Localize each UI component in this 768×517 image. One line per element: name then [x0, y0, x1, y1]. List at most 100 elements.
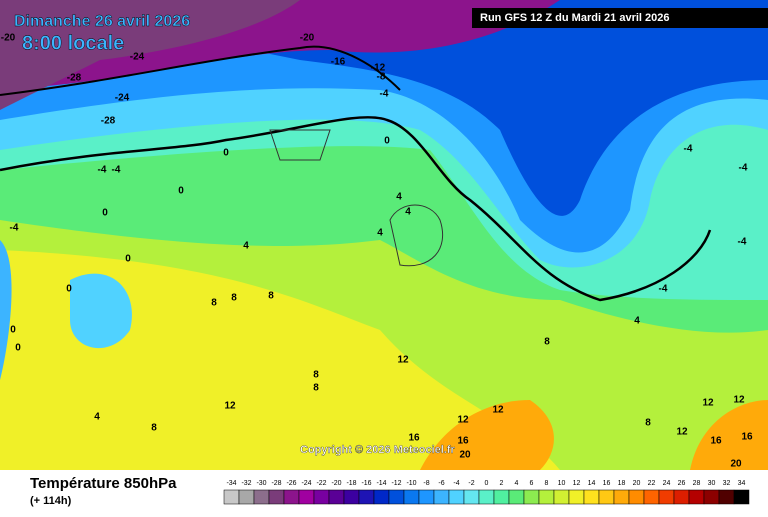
colorbar-swatch [523, 489, 540, 505]
colorbar-swatch [298, 489, 315, 505]
contour-label: 0 [15, 343, 21, 354]
colorbar-label: -18 [346, 480, 356, 487]
colorbar-label: 4 [515, 480, 519, 487]
colorbar-label: -20 [331, 480, 341, 487]
footer-lead: (+ 114h) [30, 495, 72, 507]
contour-label: -24 [130, 52, 145, 63]
colorbar-swatch [448, 489, 465, 505]
colorbar-label: -26 [286, 480, 296, 487]
footer-title: Température 850hPa [30, 475, 177, 492]
contour-label: 0 [125, 254, 131, 265]
colorbar-label: 34 [738, 480, 746, 487]
colorbar-label: 12 [573, 480, 581, 487]
copyright: Copyright © 2026 Meteociel.fr [300, 444, 456, 456]
contour-label: -4 [684, 144, 693, 155]
colorbar-swatch [718, 489, 735, 505]
contour-label: -24 [115, 93, 130, 104]
colorbar-label: -4 [453, 480, 459, 487]
zone [0, 240, 12, 380]
zone [70, 273, 132, 349]
colorbar-swatch [238, 489, 255, 505]
contour-label: 8 [645, 418, 651, 429]
colorbar-label: -12 [391, 480, 401, 487]
colorbar-label: -30 [256, 480, 266, 487]
coastline [269, 129, 444, 267]
colorbar-label: 0 [485, 480, 489, 487]
colorbar-swatch [628, 489, 645, 505]
colorbar-label: 24 [663, 480, 671, 487]
contour-label: 8 [151, 423, 157, 434]
contour-label: 20 [459, 450, 471, 461]
contour-label: 4 [243, 241, 249, 252]
colorbar-label: 26 [678, 480, 686, 487]
contour-label: 0 [384, 136, 390, 147]
contour-label: -4 [10, 223, 19, 234]
contour-label: 0 [10, 325, 16, 336]
contour-label: 4 [396, 192, 402, 203]
contour-label: 16 [408, 433, 420, 444]
zone [0, 0, 768, 216]
contour-label: -4 [659, 284, 668, 295]
contour-label: 4 [634, 316, 640, 327]
colorbar-swatch [433, 489, 450, 505]
colorbar-swatch [403, 489, 420, 505]
contour-label: 8 [231, 293, 237, 304]
colorbar-label: 18 [618, 480, 626, 487]
contour-label: -4 [98, 165, 107, 176]
colorbar-label: -24 [301, 480, 311, 487]
colorbar-swatch [328, 489, 345, 505]
contour-label: -20 [300, 33, 315, 44]
zone [690, 400, 768, 470]
colorbar-swatch [568, 489, 585, 505]
contour-line [0, 45, 401, 96]
contour-label: 4 [377, 228, 383, 239]
zone [420, 400, 554, 470]
colorbar-swatch [283, 489, 300, 505]
colorbar-label: 6 [530, 480, 534, 487]
colorbar-label: -6 [438, 480, 444, 487]
colorbar-swatch [598, 489, 615, 505]
contour-label: -4 [738, 237, 747, 248]
colorbar-swatch [313, 489, 330, 505]
time-label: 8:00 locale [22, 32, 124, 54]
colorbar-swatch [478, 489, 495, 505]
contour-label: 16 [741, 432, 753, 443]
contour-label: -8 [377, 72, 386, 83]
colorbar-label: 30 [708, 480, 716, 487]
colorbar-label: 32 [723, 480, 731, 487]
contour-label: 12 [492, 405, 504, 416]
colorbar-swatch [343, 489, 360, 505]
run-label: Run GFS 12 Z du Mardi 21 avril 2026 [480, 12, 670, 24]
colorbar-label: -34 [226, 480, 236, 487]
contour-label: 20 [730, 459, 742, 470]
colorbar-swatch [268, 489, 285, 505]
contour-label: -4 [739, 163, 748, 174]
contour-label: 12 [457, 415, 469, 426]
colorbar-swatch [388, 489, 405, 505]
colorbar-label: 8 [545, 480, 549, 487]
colorbar-label: 28 [693, 480, 701, 487]
contour-label: -20 [1, 33, 16, 44]
contour-label: 12 [397, 355, 409, 366]
contour-label: -12 [371, 63, 386, 74]
colorbar-swatch [538, 489, 555, 505]
contour-label: 8 [313, 370, 319, 381]
colorbar-label: 22 [648, 480, 656, 487]
contour-label: -28 [101, 116, 116, 127]
zone [0, 0, 300, 110]
contour-label: 8 [313, 383, 319, 394]
colorbar-swatch [553, 489, 570, 505]
colorbar-label: 20 [633, 480, 641, 487]
colorbar-swatch [463, 489, 480, 505]
contour-label: 8 [268, 291, 274, 302]
contour-label: 0 [66, 284, 72, 295]
colorbar-swatch [688, 489, 705, 505]
colorbar-label: -32 [241, 480, 251, 487]
contour-label: -4 [380, 89, 389, 100]
colorbar-swatch [613, 489, 630, 505]
colorbar-label: -22 [316, 480, 326, 487]
contour-label: 8 [544, 337, 550, 348]
colorbar-label: 10 [558, 480, 566, 487]
